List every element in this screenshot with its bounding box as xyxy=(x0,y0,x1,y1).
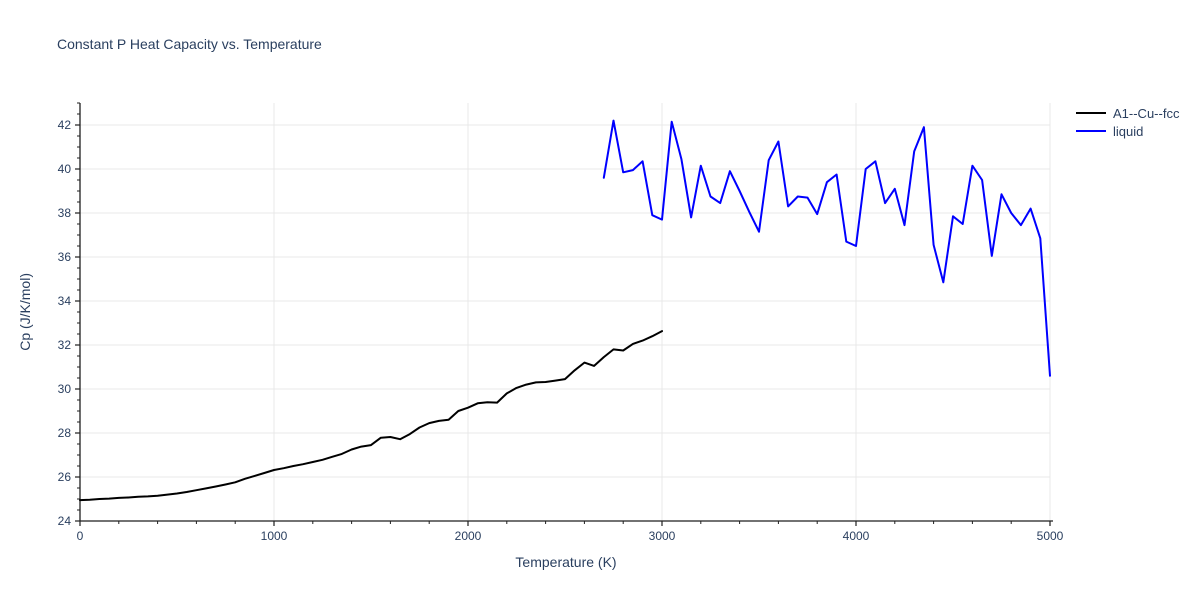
y-tick-label-42: 42 xyxy=(58,118,72,132)
series-line-A1--Cu--fcc[interactable] xyxy=(79,330,663,502)
y-tick-label-40: 40 xyxy=(58,162,72,176)
x-tick-label-3000: 3000 xyxy=(649,529,676,543)
legend-swatch-liquid xyxy=(1076,130,1106,132)
y-tick-label-34: 34 xyxy=(58,294,72,308)
legend-label-fcc: A1--Cu--fcc xyxy=(1113,105,1180,121)
y-axis-title-wrap: Cp (J/K/mol) xyxy=(14,103,36,521)
y-tick-label-38: 38 xyxy=(58,206,72,220)
y-tick-label-36: 36 xyxy=(58,250,72,264)
legend-label-liquid: liquid xyxy=(1113,123,1144,139)
y-tick-label-24: 24 xyxy=(58,514,72,528)
x-tick-label-5000: 5000 xyxy=(1037,529,1064,543)
x-tick-label-4000: 4000 xyxy=(843,529,870,543)
y-tick-label-28: 28 xyxy=(58,426,72,440)
legend-item-fcc[interactable]: A1--Cu--fcc xyxy=(1076,104,1179,122)
series-line-liquid[interactable] xyxy=(602,119,1051,377)
legend-item-liquid[interactable]: liquid xyxy=(1076,122,1179,140)
y-tick-label-30: 30 xyxy=(58,382,72,396)
legend-swatch-fcc xyxy=(1076,112,1106,114)
y-tick-label-32: 32 xyxy=(58,338,72,352)
legend: A1--Cu--fcc liquid xyxy=(1076,104,1179,140)
y-axis-title: Cp (J/K/mol) xyxy=(17,273,33,351)
x-axis-title: Temperature (K) xyxy=(515,554,617,570)
chart-title: Constant P Heat Capacity vs. Temperature xyxy=(57,36,322,52)
y-tick-label-26: 26 xyxy=(58,470,72,484)
x-tick-label-1000: 1000 xyxy=(261,529,288,543)
x-tick-label-0: 0 xyxy=(77,529,84,543)
x-tick-label-2000: 2000 xyxy=(455,529,482,543)
